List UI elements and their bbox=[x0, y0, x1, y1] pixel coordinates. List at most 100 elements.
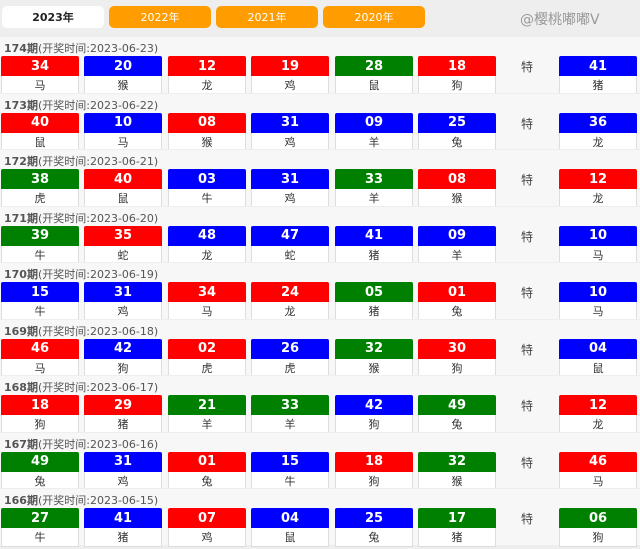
tab-2020[interactable]: 2020年 bbox=[323, 6, 425, 28]
ball: 25 兔 bbox=[418, 112, 496, 152]
ball-number: 08 bbox=[418, 169, 496, 189]
ball: 08 猴 bbox=[168, 112, 246, 152]
tab-2022[interactable]: 2022年 bbox=[109, 6, 211, 28]
tab-2023[interactable]: 2023年 bbox=[2, 6, 104, 28]
ball-number: 25 bbox=[335, 508, 413, 528]
special-label: 特 bbox=[521, 399, 534, 413]
ball: 18 狗 bbox=[335, 451, 413, 491]
ball-number: 07 bbox=[168, 508, 246, 528]
ball: 33 羊 bbox=[251, 395, 329, 434]
ball: 27 牛 bbox=[1, 508, 79, 547]
ball-number: 18 bbox=[335, 451, 413, 472]
ball-number: 25 bbox=[418, 112, 496, 133]
ball-number: 08 bbox=[168, 112, 246, 133]
ball: 35 蛇 bbox=[84, 225, 162, 265]
draw-row: 167期(开奖时间:2023-06-16) 49 兔 31 鸡 01 兔 15 牛 18 狗 32 猴 特… bbox=[0, 431, 640, 491]
issue-number: 167期 bbox=[4, 437, 38, 451]
ball: 49 兔 bbox=[418, 395, 496, 434]
issue-number: 173期 bbox=[4, 98, 38, 112]
ball-number: 49 bbox=[418, 395, 496, 415]
ball-number: 18 bbox=[418, 56, 496, 76]
ball-number: 49 bbox=[1, 451, 79, 472]
special-ball: 46 马 bbox=[559, 451, 637, 491]
ball-number: 41 bbox=[84, 508, 162, 528]
ball: 05 猪 bbox=[335, 282, 413, 321]
draw-time: (开奖时间:2023-06-21) bbox=[37, 155, 159, 168]
issue-number: 171期 bbox=[4, 211, 38, 225]
ball-number: 31 bbox=[251, 169, 329, 189]
draw-row: 171期(开奖时间:2023-06-20) 39 牛 35 蛇 48 龙 47 蛇 41 猪 09 羊 特… bbox=[0, 205, 640, 265]
issue-number: 166期 bbox=[4, 494, 38, 507]
ball-number: 27 bbox=[1, 508, 79, 528]
draw-time: (开奖时间:2023-06-23) bbox=[37, 42, 159, 55]
ball: 34 马 bbox=[1, 56, 79, 95]
ball-number: 01 bbox=[418, 282, 496, 302]
ball: 18 狗 bbox=[1, 395, 79, 434]
ball-number: 38 bbox=[1, 169, 79, 189]
ball: 33 羊 bbox=[335, 169, 413, 208]
ball-zodiac: 猪 bbox=[84, 528, 162, 547]
draw-row: 169期(开奖时间:2023-06-18) 46 马 42 狗 02 虎 26 虎 32 猴 30 狗 特… bbox=[0, 318, 640, 378]
ball-number: 35 bbox=[84, 225, 162, 246]
ball: 02 虎 bbox=[168, 338, 246, 378]
issue-number: 172期 bbox=[4, 155, 38, 168]
draw-list: 174期(开奖时间:2023-06-23) 34 马 20 猴 12 龙 19 鸡 28 鼠 18 狗特… bbox=[0, 36, 640, 547]
ball: 12 龙 bbox=[168, 56, 246, 95]
ball-number: 09 bbox=[418, 225, 496, 246]
ball-number: 10 bbox=[559, 225, 637, 246]
ball-number: 04 bbox=[251, 508, 329, 528]
draw-row: 168期(开奖时间:2023-06-17) 18 狗 29 猪 21 羊 33 羊 42 狗 49 兔 特… bbox=[0, 375, 640, 434]
issue-number: 168期 bbox=[4, 381, 38, 394]
ball-number: 03 bbox=[168, 169, 246, 189]
special-label: 特 bbox=[521, 116, 534, 131]
ball: 07 鸡 bbox=[168, 508, 246, 547]
draw-header: 174期(开奖时间:2023-06-23) bbox=[4, 40, 158, 56]
ball-number: 42 bbox=[335, 395, 413, 415]
draw-header: 171期(开奖时间:2023-06-20) bbox=[4, 210, 158, 226]
draw-time: (开奖时间:2023-06-15) bbox=[37, 494, 159, 507]
ball: 25 兔 bbox=[335, 508, 413, 547]
ball-number: 46 bbox=[1, 338, 79, 359]
ball-number: 18 bbox=[1, 395, 79, 415]
ball: 40 鼠 bbox=[84, 169, 162, 208]
ball: 41 猪 bbox=[84, 508, 162, 547]
ball-number: 20 bbox=[84, 56, 162, 76]
ball-number: 48 bbox=[168, 225, 246, 246]
issue-number: 169期 bbox=[4, 324, 38, 338]
ball-number: 39 bbox=[1, 225, 79, 246]
ball-number: 02 bbox=[168, 338, 246, 359]
draw-header: 168期(开奖时间:2023-06-17) bbox=[4, 379, 158, 395]
ball: 31 鸡 bbox=[251, 169, 329, 208]
draw-time: (开奖时间:2023-06-16) bbox=[37, 437, 159, 451]
ball-number: 26 bbox=[251, 338, 329, 359]
ball-number: 19 bbox=[251, 56, 329, 76]
ball-number: 12 bbox=[559, 169, 637, 189]
ball: 31 鸡 bbox=[84, 451, 162, 491]
ball: 31 鸡 bbox=[84, 282, 162, 321]
ball-number: 21 bbox=[168, 395, 246, 415]
tab-2021[interactable]: 2021年 bbox=[216, 6, 318, 28]
ball-number: 04 bbox=[559, 338, 637, 359]
ball: 08 猴 bbox=[418, 169, 496, 208]
ball-number: 33 bbox=[251, 395, 329, 415]
ball: 42 狗 bbox=[84, 338, 162, 378]
draw-row: 172期(开奖时间:2023-06-21) 38 虎 40 鼠 03 牛 31 鸡 33 羊 08 猴 特… bbox=[0, 149, 640, 208]
ball: 41 猪 bbox=[335, 225, 413, 265]
draw-time: (开奖时间:2023-06-20) bbox=[37, 211, 159, 225]
watermark: @樱桃嘟嘟V bbox=[520, 12, 600, 28]
ball-number: 34 bbox=[168, 282, 246, 302]
draw-time: (开奖时间:2023-06-18) bbox=[37, 324, 159, 338]
ball-zodiac: 牛 bbox=[1, 528, 79, 547]
special-ball: 36 龙 bbox=[559, 112, 637, 152]
ball: 28 鼠 bbox=[335, 56, 413, 95]
ball: 01 兔 bbox=[418, 282, 496, 321]
issue-number: 170期 bbox=[4, 268, 38, 281]
ball-number: 41 bbox=[335, 225, 413, 246]
ball-zodiac: 鸡 bbox=[168, 528, 246, 547]
ball: 48 龙 bbox=[168, 225, 246, 265]
draw-row: 174期(开奖时间:2023-06-23) 34 马 20 猴 12 龙 19 鸡 28 鼠 18 狗 特… bbox=[0, 36, 640, 95]
special-ball: 41 猪 bbox=[559, 56, 637, 95]
ball-number: 47 bbox=[251, 225, 329, 246]
ball-zodiac: 狗 bbox=[559, 528, 637, 547]
ball-number: 36 bbox=[559, 112, 637, 133]
